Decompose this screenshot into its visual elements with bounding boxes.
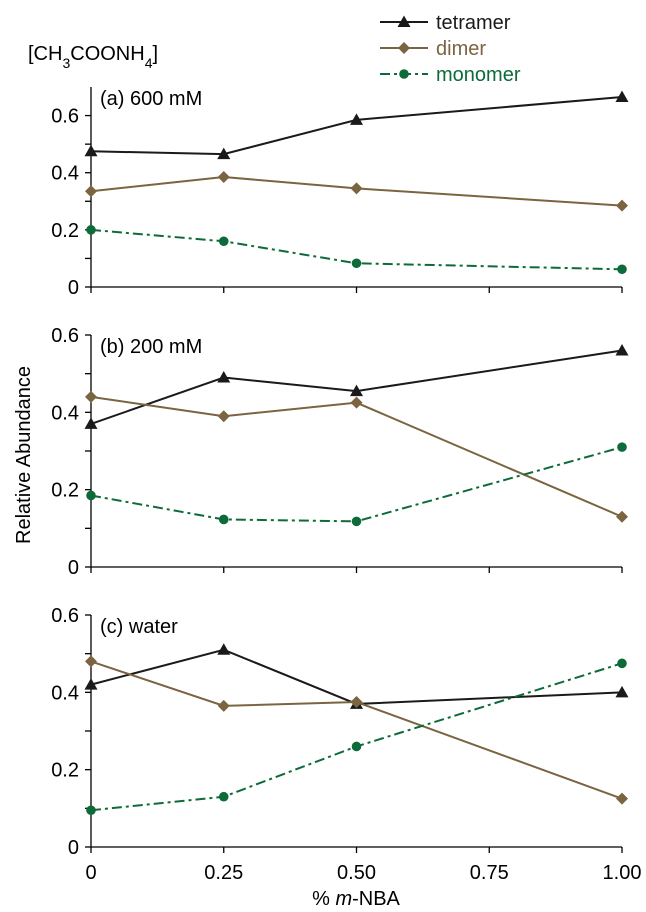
data-point-tetramer [615,343,629,356]
x-axis-title: % m-NBA [312,888,400,910]
data-point-dimer [85,655,97,668]
data-point-monomer [617,658,627,669]
legend-label-monomer: monomer [436,64,521,86]
data-point-monomer [218,514,229,525]
data-point-monomer [351,516,362,527]
y-axis-title: Relative Abundance [13,366,35,544]
series-dimer [85,390,628,523]
y-tick-label: 0.6 [51,325,79,347]
data-point-tetramer [615,685,629,698]
series-line-tetramer [90,648,623,705]
legend-marker-dimer [398,42,410,54]
x-tick-label: 0.25 [204,862,243,884]
data-point-dimer [350,396,363,409]
panel-2: 0 0.2 0.4 0.6 (c) water [51,605,629,859]
data-point-monomer [86,490,96,501]
y-tick-label: 0.4 [51,402,79,424]
data-point-dimer [350,696,363,708]
data-point-monomer [617,264,627,275]
y-tick-label: 0 [68,837,79,859]
y-tick-label: 0.2 [51,480,79,502]
x-tick-label: 1.00 [603,862,642,884]
series-line-tetramer [90,349,623,425]
x-tick-label: 0 [85,862,96,884]
data-point-monomer [218,236,229,247]
data-point-dimer [217,171,230,183]
y-tick-label: 0.4 [51,682,79,704]
legend-marker-monomer [399,69,409,79]
panel-label: (b) 200 mM [100,336,202,358]
data-point-monomer [617,442,627,452]
data-point-dimer [85,390,97,403]
series-monomer [86,658,627,816]
panel-label: (c) water [100,616,178,638]
legend-marker-tetramer [397,15,411,27]
legend-item-tetramer: tetramer [380,12,511,34]
series-tetramer [84,90,629,160]
series-line-monomer [90,228,623,271]
y-tick-label: 0.6 [51,605,79,627]
x-axis: 0 0.25 0.50 0.75 1.00 [85,862,641,884]
series-line-dimer [90,660,623,800]
data-point-monomer [86,225,96,235]
data-point-dimer [217,699,230,712]
legend-item-monomer: monomer [380,64,521,86]
data-point-tetramer [217,147,231,160]
series-dimer [85,171,628,212]
data-point-dimer [616,792,628,805]
data-point-tetramer [350,384,363,397]
y-tick-label: 0.2 [51,760,79,782]
data-point-monomer [351,741,362,752]
series-line-dimer [90,175,623,207]
series-line-monomer [90,446,623,523]
y-tick-label: 0 [68,557,79,579]
legend-item-dimer: dimer [380,38,486,60]
x-tick-label: 0.50 [337,862,376,884]
data-point-tetramer [84,417,98,429]
data-point-monomer [218,791,229,802]
series-line-dimer [90,395,623,518]
y-tick-label: 0.2 [51,220,79,242]
data-point-tetramer [217,643,231,655]
electrolyte-header: [CH3COONH4] [28,43,158,71]
x-tick-label: 0.75 [470,862,509,884]
data-point-dimer [616,199,628,212]
y-tick-label: 0 [68,277,79,299]
y-tick-label: 0.4 [51,163,79,185]
legend-label-dimer: dimer [436,38,486,60]
data-point-monomer [86,805,96,816]
legend-label-tetramer: tetramer [436,12,511,34]
data-point-tetramer [217,371,231,383]
data-point-tetramer [615,90,629,102]
data-point-dimer [217,410,230,423]
series-tetramer [84,343,629,429]
series-line-tetramer [90,96,623,156]
data-point-tetramer [84,678,98,690]
panel-0: 0 0.2 0.4 0.6 (a) 600 mM [51,87,629,299]
series-line-monomer [90,662,623,812]
data-point-tetramer [350,113,363,125]
panel-label: (a) 600 mM [100,88,202,110]
data-point-monomer [351,258,362,269]
series-monomer [86,442,627,527]
data-point-tetramer [84,144,98,157]
data-point-dimer [350,182,363,195]
series-tetramer [84,643,629,709]
legend: tetramer dimer monomer [380,12,521,86]
series-monomer [86,225,627,275]
series-dimer [85,655,628,805]
panel-1: 0 0.2 0.4 0.6 (b) 200 mM [51,325,629,579]
data-point-dimer [85,185,97,198]
data-point-dimer [616,510,628,523]
y-tick-label: 0.6 [51,106,79,128]
panels: 0 0.2 0.4 0.6 (a) 600 mM 0 0.2 0.4 0.6 (b) 200 mM… [51,87,629,859]
